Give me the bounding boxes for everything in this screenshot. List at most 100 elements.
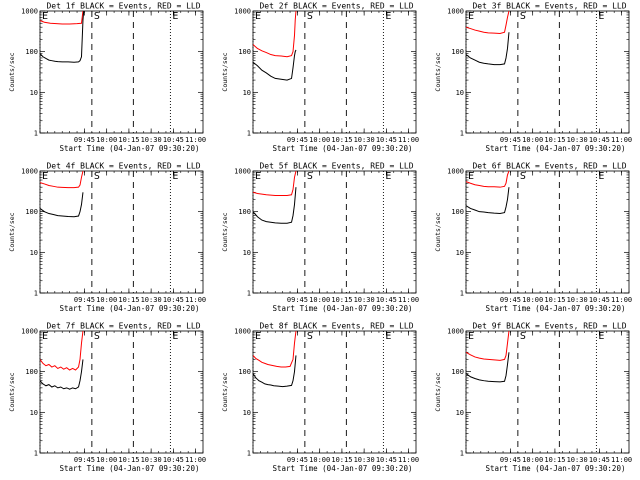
x-tick-label: 10:45 — [589, 456, 610, 464]
x-tick-label: 09:45 — [287, 136, 308, 144]
chart-svg: Det 3f BLACK = Events, RED = LLD 1 10 100 10… — [434, 2, 632, 154]
marker-label-3: E — [172, 331, 178, 342]
y-tick-label: 1000 — [447, 328, 464, 336]
marker-label-0: E — [42, 11, 48, 22]
axes-frame — [252, 330, 417, 454]
detector-panel-8: Det 8f BLACK = Events, RED = LLD 1 10 100 10… — [213, 320, 426, 480]
y-axis-label: Counts/sec — [434, 52, 442, 91]
x-tick-label: 11:00 — [611, 136, 632, 144]
axes-frame — [465, 10, 630, 134]
x-tick-label: 09:45 — [74, 136, 95, 144]
series-group — [466, 331, 510, 383]
x-tick-label: 10:00 — [96, 296, 117, 304]
x-axis-label: Start Time (04-Jan-07 09:30:20) — [60, 144, 200, 153]
y-tick-label: 1000 — [234, 168, 251, 176]
marker-label-3: E — [385, 171, 391, 182]
chart-title: Det 1f BLACK = Events, RED = LLD — [46, 2, 200, 11]
marker-label-0: E — [255, 11, 261, 22]
marker-label-0: E — [468, 11, 474, 22]
detector-panel-3: Det 3f BLACK = Events, RED = LLD 1 10 100 10… — [426, 0, 639, 160]
marker-label-3: E — [598, 171, 604, 182]
x-tick-label: 11:00 — [185, 296, 206, 304]
x-tick-label: 09:45 — [74, 296, 95, 304]
x-tick-label: 10:45 — [376, 456, 397, 464]
x-axis-label: Start Time (04-Jan-07 09:30:20) — [60, 304, 200, 313]
y-tick-label: 100 — [25, 48, 38, 56]
marker-label-1: S — [94, 171, 100, 182]
series-group — [40, 11, 85, 63]
marker-label-0: E — [468, 331, 474, 342]
series-line-red — [40, 331, 84, 371]
series-line-black — [253, 355, 297, 388]
x-tick-label: 11:00 — [611, 456, 632, 464]
x-tick-label: 10:00 — [522, 136, 543, 144]
x-tick-label: 10:15 — [331, 456, 352, 464]
marker-label-3: E — [172, 171, 178, 182]
detector-panel-6: Det 6f BLACK = Events, RED = LLD 1 10 100 10… — [426, 160, 639, 320]
axes-frame — [252, 170, 417, 294]
marker-label-3: E — [172, 11, 178, 22]
series-line-red — [253, 171, 297, 196]
x-tick-label: 10:45 — [376, 136, 397, 144]
series-line-red — [466, 331, 510, 361]
y-tick-label: 1000 — [234, 8, 251, 16]
marker-label-1: S — [520, 11, 526, 22]
y-tick-label: 100 — [451, 208, 464, 216]
y-tick-label: 1 — [247, 450, 251, 458]
chart-title: Det 9f BLACK = Events, RED = LLD — [472, 322, 626, 331]
marker-label-0: E — [255, 171, 261, 182]
x-tick-label: 10:30 — [141, 136, 162, 144]
series-group — [253, 331, 297, 388]
chart-title: Det 4f BLACK = Events, RED = LLD — [46, 162, 200, 171]
x-tick-label: 10:00 — [96, 456, 117, 464]
chart-svg: Det 6f BLACK = Events, RED = LLD 1 10 100 10… — [434, 162, 632, 314]
y-axis-label: Counts/sec — [221, 52, 229, 91]
y-axis-label: Counts/sec — [221, 212, 229, 251]
x-tick-label: 10:00 — [522, 296, 543, 304]
series-line-black — [466, 187, 510, 215]
series-line-red — [253, 11, 297, 58]
marker-label-1: S — [94, 331, 100, 342]
y-tick-label: 100 — [451, 48, 464, 56]
y-tick-label: 1 — [34, 450, 38, 458]
marker-label-1: S — [520, 171, 526, 182]
x-tick-label: 10:15 — [118, 456, 139, 464]
x-tick-label: 10:30 — [354, 456, 375, 464]
x-tick-label: 10:30 — [141, 456, 162, 464]
detector-panel-4: Det 4f BLACK = Events, RED = LLD 1 10 100 10… — [0, 160, 213, 320]
series-group — [466, 11, 510, 66]
x-tick-label: 10:45 — [589, 136, 610, 144]
y-tick-label: 1000 — [21, 168, 38, 176]
series-group — [40, 331, 84, 390]
y-tick-label: 10 — [30, 249, 38, 257]
series-group — [253, 171, 297, 224]
y-tick-label: 1000 — [447, 168, 464, 176]
x-tick-label: 10:15 — [118, 296, 139, 304]
series-line-black — [466, 352, 510, 383]
x-tick-label: 09:45 — [500, 456, 521, 464]
marker-label-0: E — [42, 171, 48, 182]
marker-label-3: E — [385, 331, 391, 342]
x-tick-label: 11:00 — [185, 456, 206, 464]
y-axis-label: Counts/sec — [8, 52, 16, 91]
axes-frame — [39, 330, 204, 454]
x-tick-label: 10:45 — [163, 296, 184, 304]
marker-label-0: E — [42, 331, 48, 342]
y-tick-label: 10 — [456, 409, 464, 417]
x-tick-label: 10:30 — [354, 136, 375, 144]
series-line-black — [40, 192, 84, 218]
y-tick-label: 10 — [243, 89, 251, 97]
detector-panel-9: Det 9f BLACK = Events, RED = LLD 1 10 100 10… — [426, 320, 639, 480]
y-tick-label: 100 — [238, 208, 251, 216]
chart-svg: Det 4f BLACK = Events, RED = LLD 1 10 100 10… — [8, 162, 206, 314]
marker-label-1: S — [520, 331, 526, 342]
x-tick-label: 10:15 — [118, 136, 139, 144]
x-tick-label: 10:30 — [567, 136, 588, 144]
x-axis-label: Start Time (04-Jan-07 09:30:20) — [273, 464, 413, 473]
x-tick-label: 10:15 — [331, 296, 352, 304]
x-tick-label: 10:30 — [141, 296, 162, 304]
marker-label-1: S — [307, 331, 313, 342]
axes-frame — [39, 170, 204, 294]
chart-svg: Det 2f BLACK = Events, RED = LLD 1 10 100 10… — [221, 2, 419, 154]
x-tick-label: 10:15 — [544, 296, 565, 304]
